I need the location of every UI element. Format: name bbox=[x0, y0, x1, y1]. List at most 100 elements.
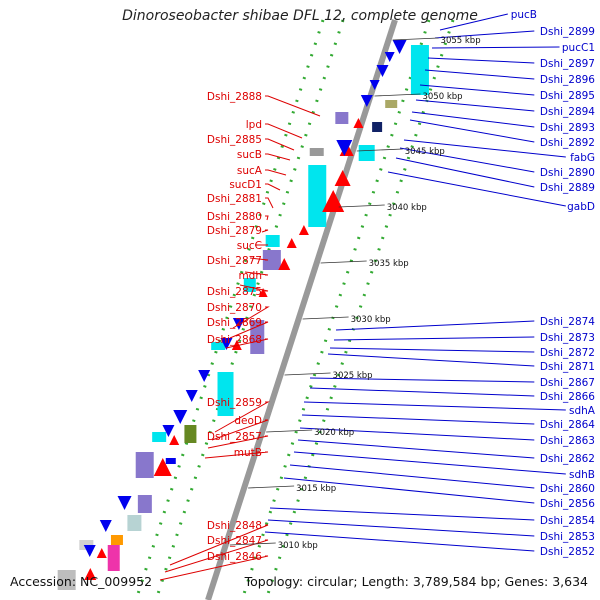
leader-line bbox=[399, 147, 535, 173]
gene-label-right: Dshi_2872 bbox=[540, 347, 595, 359]
leader-line bbox=[244, 271, 269, 276]
leader-line bbox=[283, 477, 535, 504]
reverse-gene-arrow bbox=[169, 435, 180, 445]
gene-label-right: Dshi_2893 bbox=[540, 122, 595, 134]
gene-label-left: Dshi_2879 bbox=[207, 225, 262, 237]
forward-gene-block bbox=[385, 100, 398, 108]
leader-line bbox=[232, 306, 270, 329]
gene-label-right: Dshi_2899 bbox=[540, 26, 595, 38]
reverse-gene-block bbox=[309, 148, 324, 156]
leader-line bbox=[211, 419, 269, 441]
gene-label-left: Dshi_2857 bbox=[207, 431, 262, 443]
leader-line bbox=[249, 257, 269, 261]
leader-line bbox=[169, 524, 269, 566]
leader-line bbox=[265, 123, 303, 139]
gene-label-left: Dshi_2880 bbox=[207, 211, 262, 223]
gene-label-right: Dshi_2867 bbox=[540, 377, 595, 389]
leader-line bbox=[419, 84, 535, 96]
leader-line bbox=[395, 157, 535, 188]
leader-line bbox=[333, 336, 535, 341]
gene-label-right: Dshi_2892 bbox=[540, 137, 595, 149]
forward-gene-block bbox=[127, 515, 142, 531]
reverse-gene-block bbox=[243, 278, 256, 292]
gene-label-right: Dshi_2853 bbox=[540, 531, 595, 543]
leader-line bbox=[267, 519, 535, 537]
leader-line bbox=[265, 197, 274, 209]
leader-line bbox=[415, 99, 535, 112]
reverse-gene-arrow bbox=[231, 340, 242, 350]
label-leaders bbox=[159, 13, 566, 581]
gene-label-left: deoD bbox=[234, 415, 262, 427]
forward-gene-block bbox=[165, 458, 176, 464]
leader-line bbox=[329, 347, 535, 353]
gene-label-right: Dshi_2895 bbox=[540, 90, 595, 102]
forward-gene-arrow bbox=[336, 140, 353, 156]
leader-line bbox=[265, 95, 321, 117]
leader-line bbox=[164, 539, 269, 573]
forward-gene-block bbox=[110, 535, 123, 545]
gene-label-left: Dshi_2869 bbox=[207, 317, 262, 329]
gene-label-right: Dshi_2854 bbox=[540, 515, 595, 527]
leader-line bbox=[261, 229, 269, 233]
reverse-gene-arrow bbox=[278, 258, 291, 270]
gene-label-left: lpd bbox=[246, 119, 262, 131]
leader-line bbox=[239, 284, 269, 292]
gene-label-left: Dshi_2859 bbox=[207, 397, 262, 409]
kbp-label: 3040 kbp bbox=[387, 203, 427, 213]
accession-text: Accession: NC_009952 bbox=[10, 574, 153, 589]
leader-line bbox=[327, 353, 535, 367]
gene-features bbox=[57, 40, 429, 590]
forward-gene-arrow bbox=[99, 520, 112, 532]
kbp-tick bbox=[302, 316, 349, 320]
gene-label-left: sucB bbox=[237, 149, 262, 161]
gene-label-left: mutB bbox=[234, 447, 262, 459]
gene-label-right: pucC1 bbox=[562, 42, 595, 54]
leader-line bbox=[427, 57, 535, 64]
leader-line bbox=[265, 169, 287, 176]
leader-line bbox=[265, 183, 281, 191]
reverse-gene-block bbox=[308, 165, 327, 227]
leader-line bbox=[403, 139, 566, 158]
kbp-tick bbox=[248, 485, 295, 489]
leader-line bbox=[289, 464, 535, 489]
kbp-label: 3055 kbp bbox=[441, 36, 481, 46]
leader-line bbox=[303, 401, 566, 411]
gene-label-left: Dshi_2848 bbox=[207, 520, 262, 532]
leader-line bbox=[411, 111, 535, 128]
forward-gene-arrow bbox=[117, 496, 132, 510]
kbp-label: 3010 kbp bbox=[278, 541, 318, 551]
leader-line bbox=[214, 401, 270, 433]
leader-line bbox=[431, 46, 560, 49]
leader-line bbox=[229, 321, 269, 339]
kbp-label: 3030 kbp bbox=[351, 315, 391, 325]
leader-line bbox=[204, 451, 269, 459]
leader-line bbox=[159, 555, 269, 581]
reverse-gene-block bbox=[335, 112, 349, 124]
gene-label-left: Dshi_2847 bbox=[207, 535, 262, 547]
gene-label-right: Dshi_2889 bbox=[540, 182, 595, 194]
gene-label-right: gabD bbox=[567, 201, 595, 213]
reverse-gene-arrow bbox=[96, 548, 107, 558]
leader-line bbox=[434, 30, 535, 39]
forward-gene-block bbox=[217, 372, 234, 416]
gene-label-right: Dshi_2896 bbox=[540, 74, 595, 86]
leader-line bbox=[293, 451, 566, 475]
forward-gene-block bbox=[107, 545, 120, 571]
dotted-track bbox=[240, 19, 431, 600]
leader-line bbox=[225, 338, 269, 349]
gene-label-right: Dshi_2852 bbox=[540, 546, 595, 558]
leader-line bbox=[264, 531, 535, 552]
genome-backbone bbox=[205, 19, 398, 600]
gene-label-right: Dshi_2890 bbox=[540, 167, 595, 179]
reverse-gene-block bbox=[265, 235, 280, 247]
gene-label-right: Dshi_2860 bbox=[540, 483, 595, 495]
gene-label-left: sucD1 bbox=[229, 179, 262, 191]
gene-label-right: Dshi_2894 bbox=[540, 106, 595, 118]
gene-label-left: Dshi_2888 bbox=[207, 91, 262, 103]
gene-label-left: Dshi_2877 bbox=[207, 255, 262, 267]
reverse-gene-arrow bbox=[153, 458, 172, 476]
reverse-gene-block bbox=[211, 342, 226, 350]
reverse-gene-block bbox=[152, 432, 167, 442]
forward-gene-arrow bbox=[369, 80, 380, 90]
